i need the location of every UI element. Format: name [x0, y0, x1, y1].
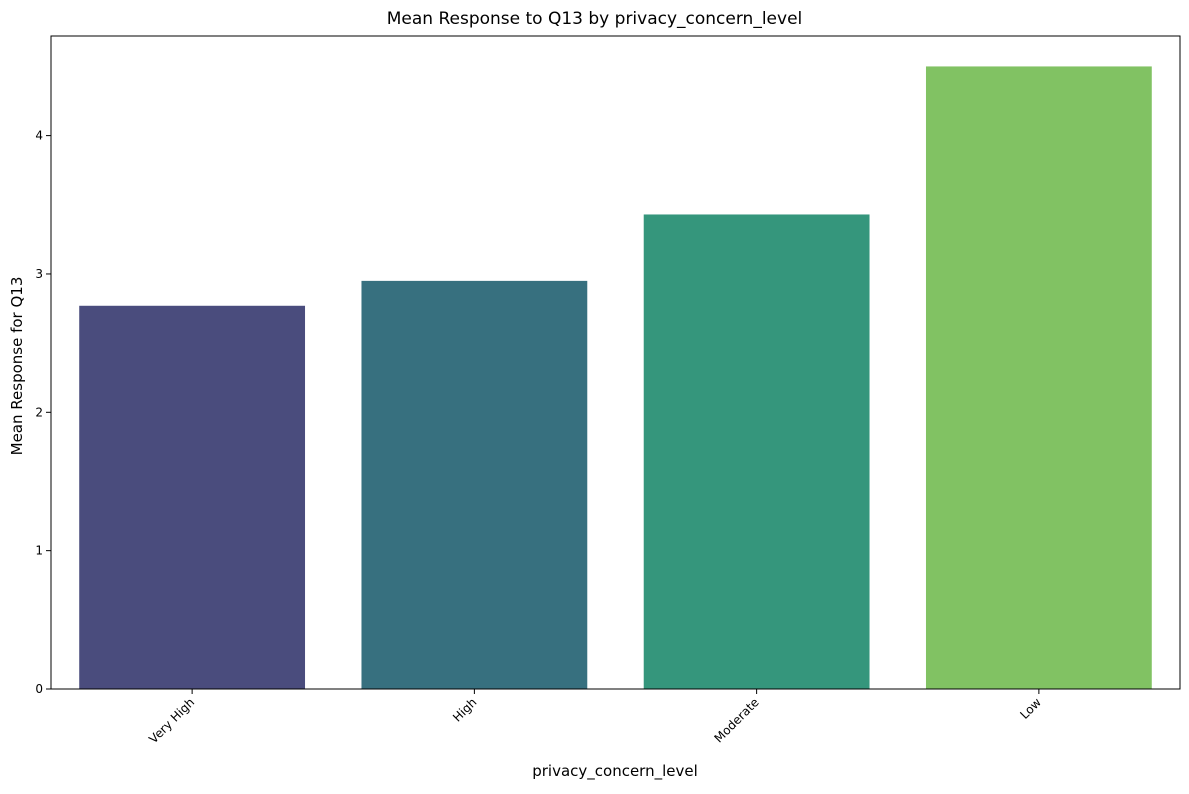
chart-title: Mean Response to Q13 by privacy_concern_… — [387, 9, 803, 29]
bar-high — [361, 280, 588, 689]
y-tick-label: 4 — [35, 129, 43, 143]
bar-low — [925, 66, 1152, 689]
x-axis-label: privacy_concern_level — [532, 762, 698, 781]
x-tick-label: Moderate — [711, 695, 761, 745]
bar-moderate — [643, 214, 870, 690]
y-axis-label: Mean Response for Q13 — [8, 277, 26, 456]
y-tick-label: 2 — [35, 405, 43, 419]
bar-very-high — [79, 305, 306, 689]
x-tick-label: Very High — [146, 695, 197, 746]
y-tick-label: 0 — [35, 682, 43, 696]
axes-frame — [50, 35, 1181, 690]
y-tick-label: 1 — [35, 544, 43, 558]
x-tick-label: High — [450, 695, 479, 724]
y-tick-label: 3 — [35, 267, 43, 281]
plot-area: 0 1 2 3 4 Very High High Moderate Low — [35, 35, 1181, 746]
x-tick-label: Low — [1017, 695, 1044, 722]
